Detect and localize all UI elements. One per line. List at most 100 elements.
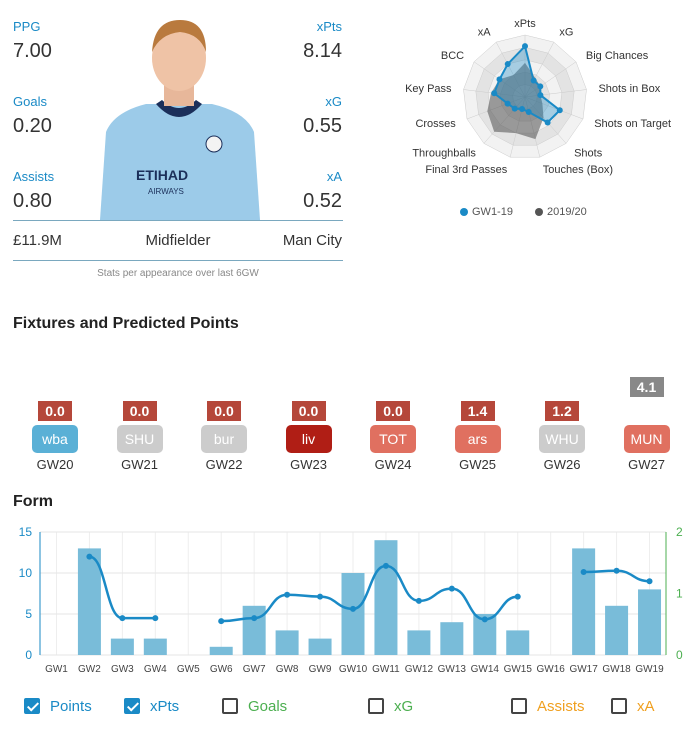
divider [13, 220, 343, 221]
radar-point [519, 106, 526, 113]
gameweek-label: GW26 [543, 457, 581, 472]
gameweek-label: GW24 [374, 457, 412, 472]
predicted-points: 4.1 [629, 377, 664, 397]
xpts-point[interactable] [251, 615, 258, 622]
radar-point [522, 43, 528, 50]
team-name: Man City [282, 232, 342, 249]
xpts-point[interactable] [284, 591, 291, 598]
fixture-gw25[interactable]: 1.4 ars GW25 [454, 401, 501, 472]
xpts-point[interactable] [86, 553, 93, 560]
x-tick-label: GW4 [144, 664, 167, 675]
points-bar[interactable] [242, 605, 266, 655]
points-bar[interactable] [407, 630, 431, 655]
x-tick-label: GW8 [276, 664, 299, 675]
xpts-point[interactable] [152, 615, 159, 622]
radar-axis-label: xPts [514, 18, 536, 30]
unchecked-checkbox-icon[interactable] [511, 698, 527, 714]
x-tick-label: GW7 [243, 664, 266, 675]
points-bar[interactable] [506, 630, 530, 655]
ppg-value: 7.00 [13, 40, 52, 62]
points-bar[interactable] [275, 630, 299, 655]
position: Midfielder [145, 232, 211, 249]
points-bar[interactable] [209, 646, 233, 655]
checked-checkbox-icon[interactable] [124, 698, 140, 714]
toggle-goals[interactable]: Goals [222, 692, 287, 720]
predicted-points: 1.2 [545, 401, 579, 421]
opponent-badge: WHU [539, 425, 585, 453]
xpts-point[interactable] [613, 567, 620, 574]
points-bar[interactable] [77, 548, 101, 655]
ppg-label: PPG [13, 19, 41, 34]
y2-tick-label: 0 [676, 648, 683, 662]
xpts-point[interactable] [646, 578, 653, 585]
xpts-point[interactable] [350, 605, 356, 612]
points-bar[interactable] [341, 573, 365, 655]
xpts-point[interactable] [481, 616, 488, 623]
fixture-gw21[interactable]: 0.0 SHU GW21 [116, 401, 163, 472]
x-tick-label: GW19 [635, 664, 664, 675]
unchecked-checkbox-icon[interactable] [611, 698, 627, 714]
xpts-point[interactable] [448, 585, 455, 592]
radar-legend: GW1-19 2019/20 [460, 206, 587, 218]
fixture-gw27[interactable]: 4.1 MUN GW27 [623, 377, 670, 472]
unchecked-checkbox-icon[interactable] [222, 698, 238, 714]
points-bar[interactable] [605, 605, 629, 655]
points-bar[interactable] [308, 638, 332, 655]
x-tick-label: GW13 [438, 664, 467, 675]
x-tick-label: GW2 [78, 664, 101, 675]
points-bar[interactable] [143, 638, 167, 655]
radar-axis-label: Crosses [415, 118, 456, 130]
predicted-points: 0.0 [207, 401, 241, 421]
radar-point [537, 92, 544, 99]
points-bar[interactable] [572, 548, 596, 655]
points-bar[interactable] [374, 540, 398, 655]
goals-value: 0.20 [13, 115, 52, 137]
radar-point [556, 107, 563, 114]
fixture-gw22[interactable]: 0.0 bur GW22 [201, 401, 247, 472]
predicted-points: 0.0 [291, 401, 326, 421]
points-bar[interactable] [638, 589, 662, 655]
fixture-gw20[interactable]: 0.0 wba GW20 [32, 401, 78, 472]
xpts-line [221, 564, 518, 623]
opponent-badge: bur [201, 425, 247, 453]
gameweek-label: GW23 [290, 457, 327, 472]
unchecked-checkbox-icon[interactable] [368, 698, 384, 714]
fixtures-title: Fixtures and Predicted Points [13, 315, 239, 332]
toggle-xa[interactable]: xA [611, 692, 655, 720]
radar-point [537, 83, 544, 90]
y-tick-label: 15 [19, 525, 33, 539]
gameweek-label: GW21 [121, 457, 158, 472]
checked-checkbox-icon[interactable] [24, 698, 40, 714]
xpts-value: 8.14 [303, 40, 342, 62]
toggle-label: xG [394, 697, 414, 715]
fixture-gw26[interactable]: 1.2 WHU GW26 [539, 401, 585, 472]
xpts-point[interactable] [382, 562, 389, 569]
points-bar[interactable] [473, 614, 497, 655]
radar-axis-label: Final 3rd Passes [425, 164, 507, 176]
radar-point [491, 90, 498, 97]
form-title: Form [13, 493, 53, 510]
xpts-point[interactable] [317, 593, 324, 600]
toggle-assists[interactable]: Assists [511, 692, 585, 720]
x-tick-label: GW5 [177, 664, 200, 675]
goals-label: Goals [13, 94, 47, 109]
xpts-point[interactable] [514, 593, 521, 600]
x-tick-label: GW18 [602, 664, 631, 675]
fixture-gw23[interactable]: 0.0 liv GW23 [285, 401, 332, 472]
xpts-point[interactable] [580, 568, 587, 575]
x-tick-label: GW1 [45, 664, 68, 675]
x-tick-label: GW3 [111, 664, 134, 675]
xg-label: xG [325, 94, 342, 109]
toggle-points[interactable]: Points [24, 692, 92, 720]
points-bar[interactable] [440, 622, 464, 655]
xpts-point[interactable] [415, 597, 422, 604]
legend-item: 2019/20 [546, 206, 587, 218]
toggle-xpts[interactable]: xPts [124, 692, 179, 720]
points-bar[interactable] [110, 638, 134, 655]
xpts-point[interactable] [119, 615, 126, 622]
toggle-xg[interactable]: xG [368, 692, 413, 720]
y-tick-label: 5 [25, 607, 32, 621]
xpts-point[interactable] [218, 618, 225, 625]
fixture-gw24[interactable]: 0.0 TOT GW24 [370, 401, 416, 472]
radar-point [504, 61, 511, 68]
